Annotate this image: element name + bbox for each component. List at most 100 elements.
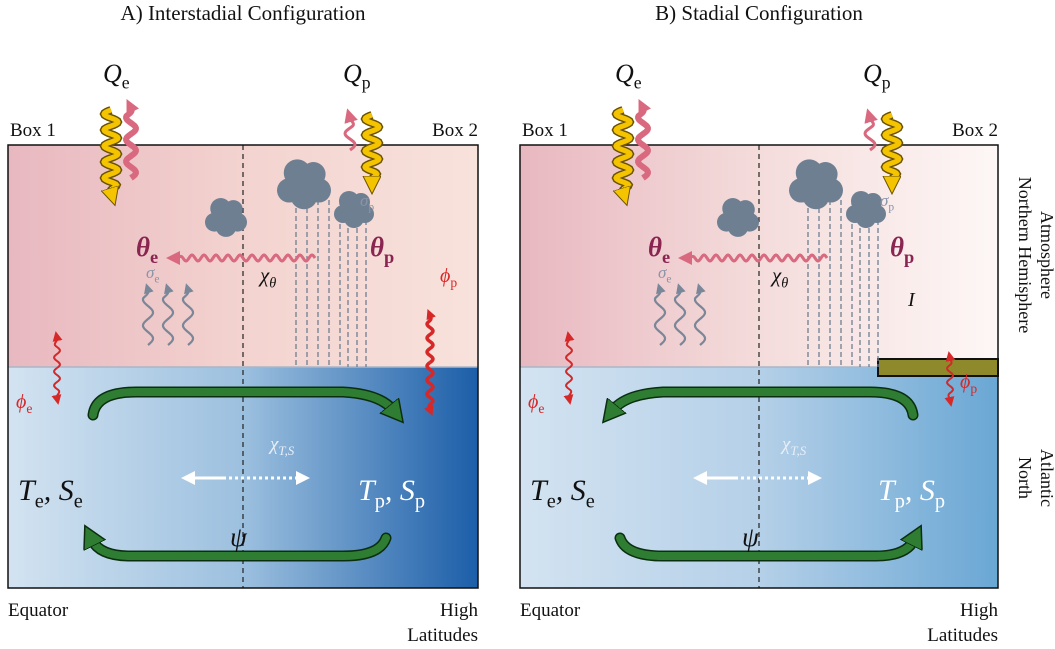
sea-ice (877, 358, 999, 377)
subscript: p (935, 491, 945, 513)
subscript: p (362, 73, 371, 93)
math-label: ϕp (960, 371, 977, 396)
heat-flux (944, 378, 955, 407)
evaporation (693, 283, 707, 346)
longwave-arrow (343, 108, 358, 152)
symbol: ϕ (16, 391, 26, 413)
subscript: e (74, 491, 83, 513)
evaporation (161, 283, 175, 346)
circulation-arrow (616, 538, 914, 560)
panel-title: A) Interstadial Configuration (121, 1, 366, 25)
axis-label: Equator (8, 600, 69, 621)
symbol: σ (146, 263, 155, 282)
subscript: e (586, 491, 595, 513)
heat-flux (564, 331, 575, 369)
evaporation (653, 283, 667, 346)
math-label: ϕp (440, 265, 457, 290)
math-label: θp (890, 232, 914, 267)
subscript: p (895, 491, 905, 513)
side-label: North (1015, 457, 1035, 499)
math-label: σe (658, 263, 672, 285)
math-label: χθ (258, 263, 276, 291)
symbol: T (530, 474, 549, 507)
box-border (519, 144, 999, 589)
symbol: I (907, 289, 916, 311)
symbol: ψ (230, 522, 248, 552)
box-label: Box 1 (522, 120, 568, 141)
math-label: χT,S (268, 434, 295, 458)
axis-label: Latitudes (927, 625, 998, 646)
subscript: p (888, 200, 894, 213)
cloud (717, 198, 759, 237)
math-label: Qp (863, 59, 891, 93)
circulation-arrow (613, 388, 917, 415)
math-label: Te, Se (530, 474, 595, 513)
symbol: , S (905, 474, 935, 507)
panel-title: B) Stadial Configuration (655, 1, 863, 25)
evaporation (141, 283, 155, 346)
overturning (92, 386, 393, 562)
heat-flux (424, 361, 435, 416)
symbol: Q (615, 59, 634, 88)
math-label: ψ (230, 522, 248, 552)
subscript: e (666, 272, 671, 285)
subscript: θ (781, 275, 788, 291)
symbol: χ (770, 263, 782, 287)
math-label: σp (360, 191, 374, 213)
symbol: , S (385, 474, 415, 507)
symbol: σ (360, 191, 369, 210)
symbol: ϕ (528, 391, 538, 413)
subscript: p (904, 247, 914, 267)
box-label: Box 2 (432, 120, 478, 141)
subscript: p (970, 381, 977, 396)
circulation-arrow (92, 538, 390, 560)
symbol: , S (44, 474, 74, 507)
symbol: θ (136, 232, 150, 262)
moisture-transport (678, 251, 829, 265)
symbol: ψ (742, 522, 760, 552)
heat-flux (52, 331, 63, 369)
symbol: θ (648, 232, 662, 262)
math-label: σp (880, 191, 894, 213)
subscript: p (368, 200, 374, 213)
box-label: Box 2 (952, 120, 998, 141)
math-label: σe (146, 263, 160, 285)
moisture-transport (166, 251, 317, 265)
math-label: Te, Se (18, 474, 83, 513)
symbol: χ (258, 263, 270, 287)
math-label: ψ (742, 522, 760, 552)
subscript: T,S (790, 443, 806, 458)
shortwave-arrow (104, 107, 121, 192)
side-label: Atmosphere (1037, 211, 1055, 299)
heat-flux (425, 309, 436, 364)
subscript: p (375, 491, 385, 513)
symbol: ϕ (440, 265, 450, 287)
cloud (789, 159, 843, 210)
overturning (613, 386, 917, 562)
symbol: Q (103, 59, 122, 88)
math-label: Qe (103, 59, 130, 93)
shortwave-arrow (885, 112, 902, 180)
subscript: p (882, 73, 891, 93)
longwave-arrow (635, 99, 652, 181)
cloud (334, 191, 374, 228)
symbol: ϕ (960, 371, 970, 393)
math-label: χT,S (780, 434, 807, 458)
subscript: e (35, 491, 44, 513)
heat-flux (563, 367, 574, 405)
symbol: T (878, 474, 897, 507)
math-label: ϕe (16, 391, 32, 416)
evaporation (181, 283, 195, 346)
symbol: σ (880, 191, 889, 210)
subscript: T,S (278, 443, 294, 458)
subscript: e (154, 272, 159, 285)
symbol: Q (343, 59, 362, 88)
longwave-arrow (863, 108, 878, 152)
symbol: σ (658, 263, 667, 282)
cloud (205, 198, 247, 237)
heat-flux (945, 351, 956, 380)
subscript: e (662, 247, 670, 267)
math-label: Tp, Sp (358, 474, 425, 513)
